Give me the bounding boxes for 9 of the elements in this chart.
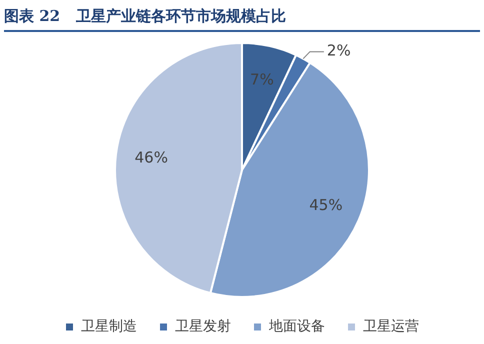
legend-label: 卫星制造: [81, 318, 137, 335]
data-label: 7%: [250, 70, 274, 89]
legend-label: 地面设备: [268, 318, 325, 335]
data-label: 46%: [134, 148, 168, 166]
chart-title: 图表 22 卫星产业链各环节市场规模占比: [4, 4, 480, 32]
legend-label: 卫星运营: [363, 318, 419, 335]
data-label: 2%: [326, 42, 351, 60]
data-label: 45%: [309, 196, 343, 214]
legend-label: 卫星发射: [175, 318, 231, 335]
